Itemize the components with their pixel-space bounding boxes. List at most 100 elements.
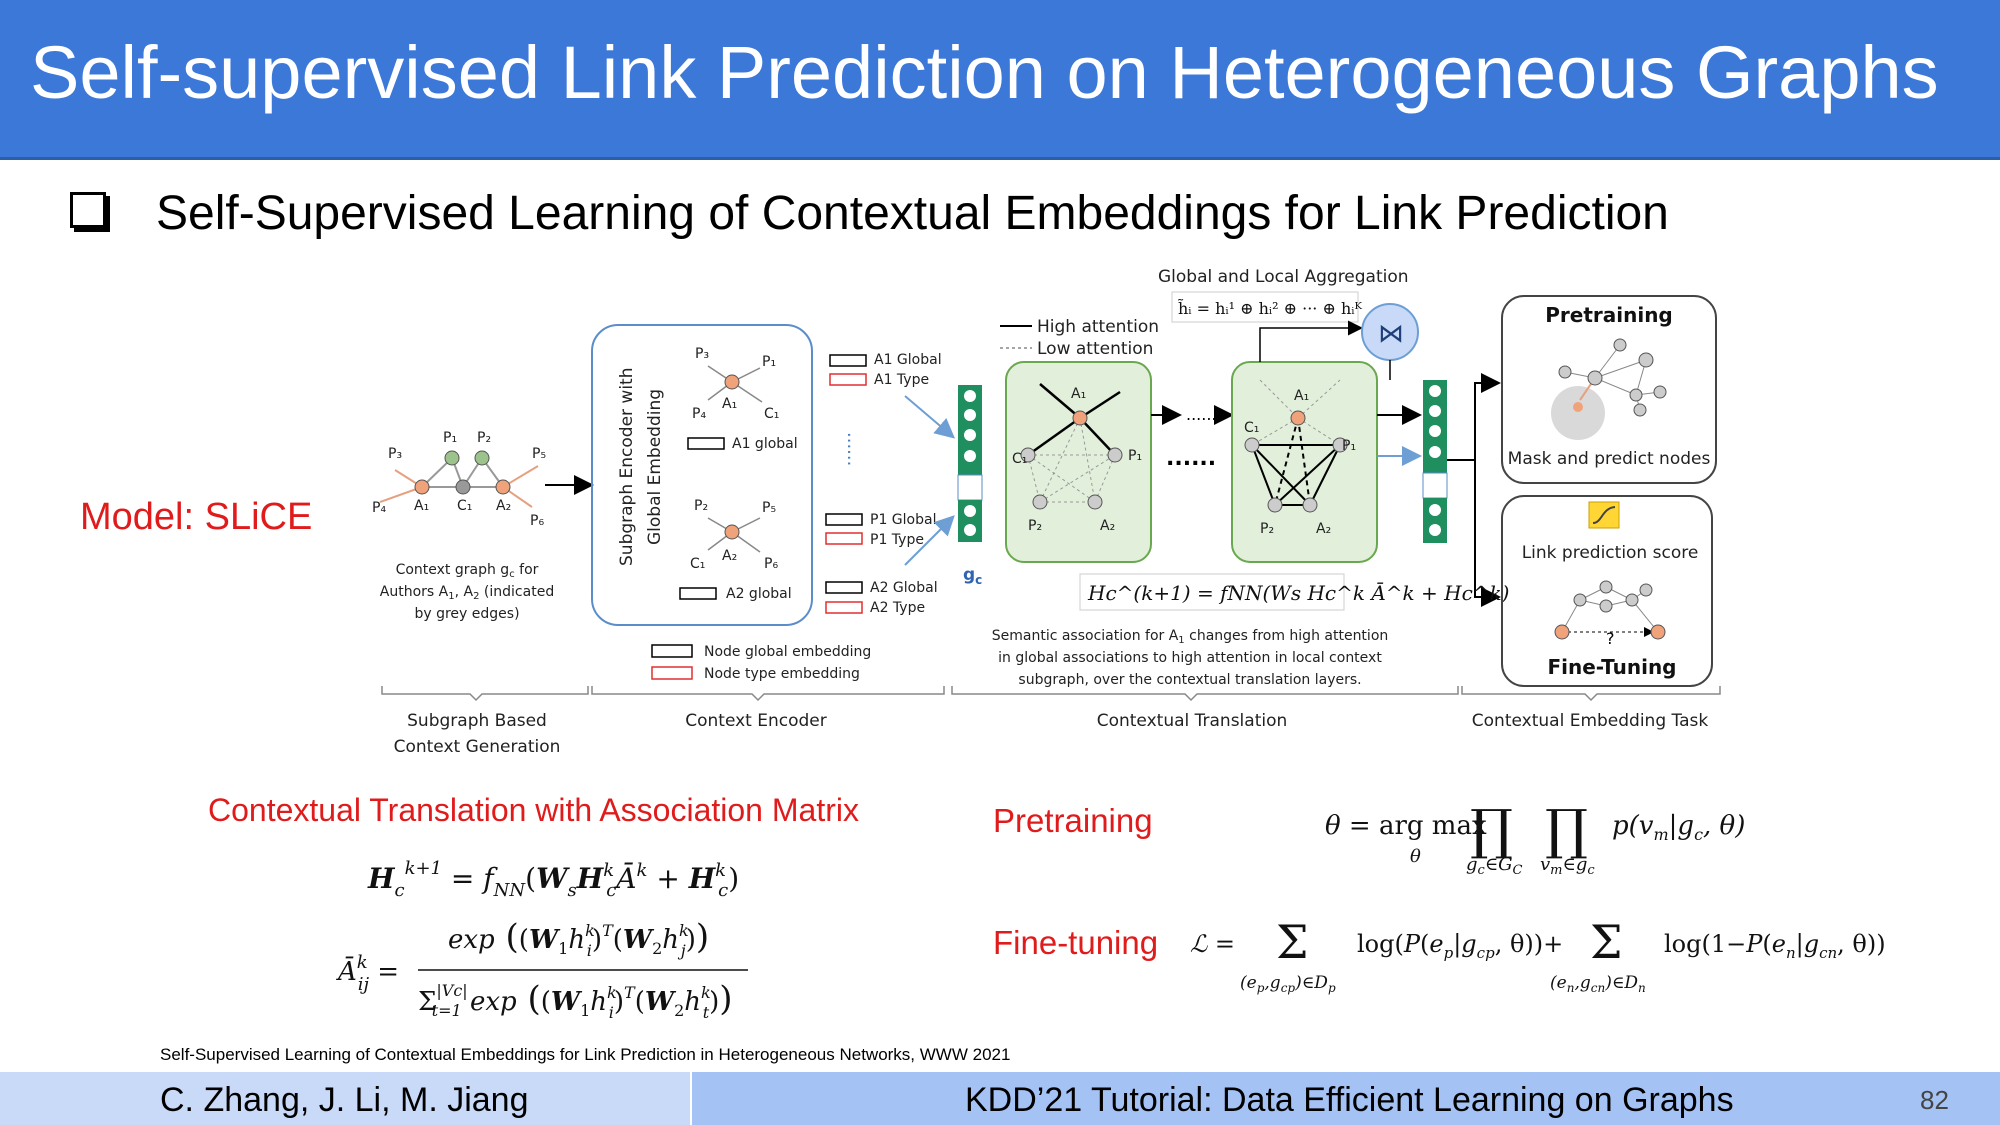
translation-formula-diagram: Hc^(k+1) = fNN(Ws Hc^k Ā^k + Hc^k) (1087, 581, 1509, 605)
svg-text:P₆: P₆ (764, 556, 778, 572)
footer-authors: C. Zhang, J. Li, M. Jiang (160, 1081, 529, 1119)
footer-right (692, 1072, 2000, 1125)
svg-text:A₁: A₁ (722, 396, 737, 412)
pretraining-box (1501, 295, 1717, 484)
encoder-title-2: Global Embedding (645, 389, 665, 545)
svg-text:P₂: P₂ (694, 498, 708, 514)
translation-graph-2: A₁ C₁ P₁ P₂ A₂ (1231, 361, 1378, 563)
svg-text:.......: ....... (1186, 405, 1222, 424)
svg-text:A₂: A₂ (496, 498, 511, 514)
section-context-generation-1: Subgraph Based (407, 711, 547, 731)
pretraining-label: Pretraining (993, 802, 1153, 839)
svg-text:......: ...... (843, 432, 864, 466)
gc-embedding-column (957, 385, 983, 542)
svg-text:A₂: A₂ (1316, 521, 1331, 537)
svg-text:P₆: P₆ (530, 513, 544, 529)
svg-text:∏: ∏ (1470, 798, 1513, 861)
svg-text:P₁: P₁ (1342, 438, 1356, 454)
svg-text:(ep,gcp)∈Dp: (ep,gcp)∈Dp (1240, 973, 1336, 995)
finetuning-title: Fine-Tuning (1547, 655, 1676, 679)
legend-high-attention: High attention (1037, 317, 1159, 337)
svg-text:P₃: P₃ (388, 446, 402, 462)
encoder-title-1: Subgraph Encoder with (617, 368, 637, 567)
svg-text:log(P(ep|gcp, θ))+: log(P(ep|gcp, θ))+ (1357, 930, 1563, 962)
svg-text:P1 Global: P1 Global (870, 512, 936, 528)
svg-text:P₁: P₁ (1128, 448, 1142, 464)
svg-text:P₁: P₁ (443, 430, 457, 446)
context-caption-2: Authors A1, A2 (indicated (380, 584, 554, 602)
svg-text:log(1−P(en|gcn, θ)): log(1−P(en|gcn, θ)) (1664, 930, 1886, 962)
aggregation-title: Global and Local Aggregation (1158, 267, 1409, 287)
title-bar: Self-supervised Link Prediction on Heter… (0, 0, 2000, 160)
svg-text:θ: θ (1410, 846, 1421, 867)
svg-text:(en,gcn)∈Dn: (en,gcn)∈Dn (1550, 973, 1646, 995)
svg-text:P₅: P₅ (762, 500, 776, 516)
svg-text:A2 Type: A2 Type (870, 600, 925, 616)
gc-label: gc (963, 565, 982, 587)
pretraining-formula: θ = arg max θ ∏ gc∈GC ∏ vm∈gc p(vm|gc, θ… (1325, 798, 1745, 878)
svg-text:C₁: C₁ (1244, 420, 1259, 436)
svg-text:C₁: C₁ (764, 406, 779, 422)
reference-citation: Self-Supervised Learning of Contextual E… (160, 1045, 1011, 1064)
svg-text:p(vm|gc, θ): p(vm|gc, θ) (1612, 811, 1745, 844)
ct-formula-2: Āk ij = exp ((W1hk i)T(W2hk j)) Σ|Vc| t=1 ex… (336, 917, 748, 1022)
footer-left (0, 1072, 690, 1125)
finetuning-label: Fine-tuning (993, 924, 1159, 961)
ct-label: Contextual Translation with Association … (208, 792, 859, 828)
svg-text:P₄: P₄ (372, 500, 386, 516)
footer-event: KDD’21 Tutorial: Data Efficient Learning… (965, 1081, 1734, 1119)
link-score-label: Link prediction score (1522, 543, 1699, 563)
pretraining-title: Pretraining (1545, 303, 1673, 327)
svg-text:......: ...... (1166, 446, 1216, 471)
svg-text:vm∈gc: vm∈gc (1540, 854, 1595, 878)
svg-text:A₁: A₁ (1294, 388, 1309, 404)
semantic-caption-1: Semantic association for A1 changes from… (992, 628, 1389, 646)
mask-caption: Mask and predict nodes (1508, 449, 1711, 469)
svg-text:P₂: P₂ (1260, 521, 1274, 537)
svg-text:A₂: A₂ (1100, 518, 1115, 534)
legend-low-attention: Low attention (1037, 339, 1153, 359)
context-caption-1: Context graph gc for (396, 562, 539, 580)
a1-global-label: A1 global (732, 436, 798, 452)
translation-graph-1: A₁ C₁ P₁ P₂ A₂ (1005, 361, 1152, 563)
section-context-encoder: Context Encoder (685, 711, 827, 731)
svg-text:P₂: P₂ (1028, 518, 1042, 534)
section-context-generation-2: Context Generation (394, 737, 561, 757)
svg-text:ℒ =: ℒ = (1190, 930, 1235, 958)
svg-text:C₁: C₁ (457, 498, 472, 514)
output-embedding-column (1422, 380, 1448, 543)
context-graph: P₃ P₁ P₂ P₅ P₄ A₁ C₁ A₂ P₆ (372, 430, 546, 529)
finetuning-graph: ? (1554, 580, 1666, 648)
svg-text:P₂: P₂ (477, 430, 491, 446)
svg-text:P₄: P₄ (692, 406, 706, 422)
subgraph-a2: P₂ P₅ C₁ A₂ P₆ (690, 498, 778, 572)
legend-type: Node type embedding (704, 666, 860, 682)
bullet-item: Self-Supervised Learning of Contextual E… (70, 186, 1669, 241)
ct-formula-1: Hck+1 = fNN(WsHk cĀk + Hk c) (367, 858, 739, 901)
section-braces (381, 686, 1721, 702)
svg-text:A₂: A₂ (722, 548, 737, 564)
checkbox-bullet-icon (70, 192, 106, 229)
svg-text:C₁: C₁ (1012, 451, 1027, 467)
svg-text:A1 Type: A1 Type (874, 372, 929, 388)
svg-text:P₅: P₅ (532, 446, 546, 462)
legend-global: Node global embedding (704, 644, 871, 660)
bullet-text: Self-Supervised Learning of Contextual E… (156, 187, 1669, 240)
finetuning-box (1501, 495, 1713, 687)
svg-text:Σ: Σ (1590, 915, 1623, 969)
section-embedding-task: Contextual Embedding Task (1472, 711, 1709, 731)
svg-text:Σ: Σ (1276, 915, 1309, 969)
context-caption-3: by grey edges) (414, 606, 519, 622)
svg-text:P1 Type: P1 Type (870, 532, 924, 548)
semantic-caption-2: in global associations to high attention… (998, 650, 1382, 666)
aggregation-formula: h̃ᵢ = hᵢ¹ ⊕ hᵢ² ⊕ ··· ⊕ hᵢᴷ (1178, 299, 1363, 318)
semantic-caption-3: subgraph, over the contextual translatio… (1018, 672, 1361, 688)
svg-text:A1 Global: A1 Global (874, 352, 942, 368)
section-contextual-translation: Contextual Translation (1097, 711, 1288, 731)
svg-text:θ = arg max: θ = arg max (1325, 811, 1487, 841)
finetuning-formula: ℒ = Σ (ep,gcp)∈Dp log(P(ep|gcp, θ))+ Σ (… (1190, 915, 1886, 995)
svg-text:A2 Global: A2 Global (870, 580, 938, 596)
